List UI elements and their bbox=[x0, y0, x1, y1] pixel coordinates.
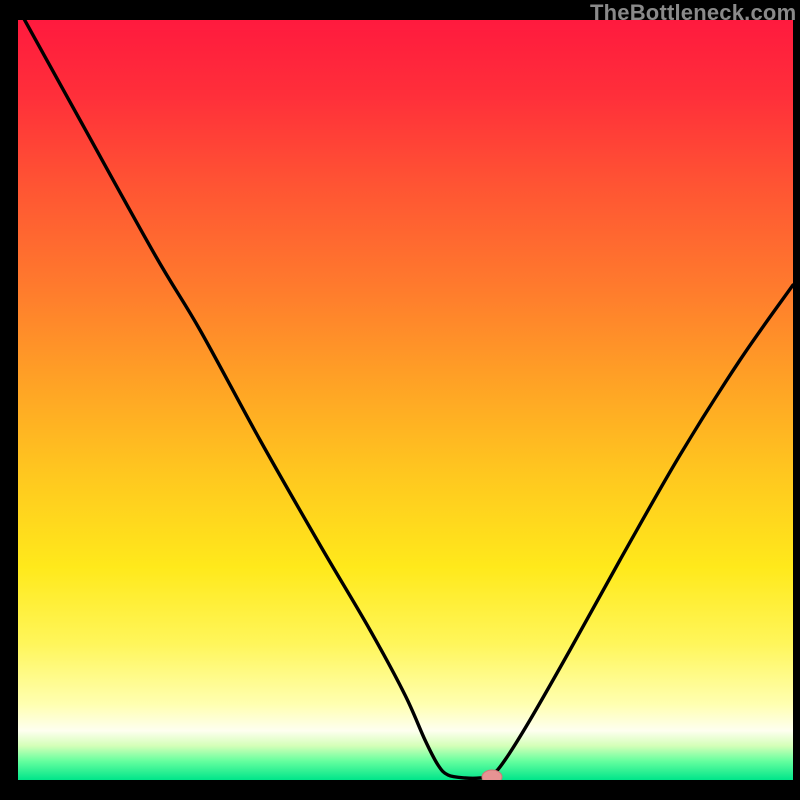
chart-frame bbox=[0, 0, 800, 800]
watermark-text: TheBottleneck.com bbox=[590, 0, 796, 26]
gradient-background bbox=[18, 20, 793, 780]
optimal-point-marker bbox=[482, 770, 502, 784]
bottleneck-chart bbox=[0, 0, 800, 800]
